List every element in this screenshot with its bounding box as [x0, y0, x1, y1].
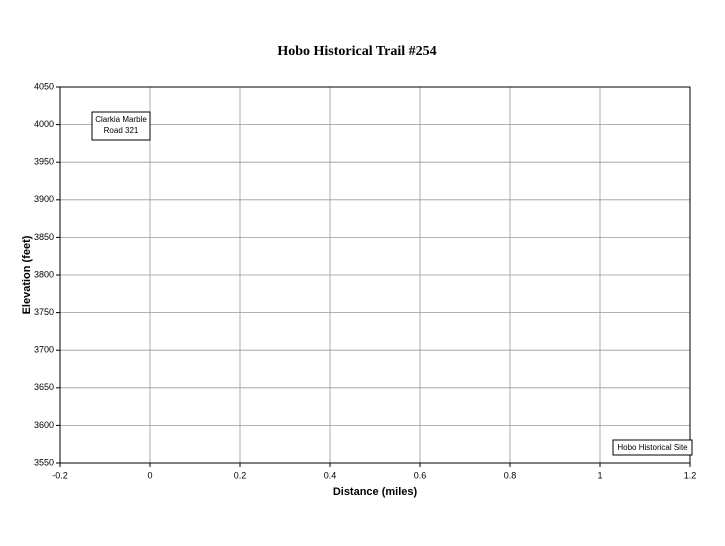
x-tick-label: 0.4 [324, 470, 337, 480]
y-tick-label: 3850 [34, 232, 54, 242]
y-tick-label: 3800 [34, 269, 54, 279]
x-tick-label: 1 [597, 470, 602, 480]
annotation-text: Road 321 [104, 126, 139, 135]
x-tick-label: 0.6 [414, 470, 427, 480]
annotation-box [91, 111, 151, 141]
y-tick-label: 4000 [34, 119, 54, 129]
x-tick-label: 0 [147, 470, 152, 480]
y-axis-title: Elevation (feet) [21, 235, 33, 314]
y-tick-label: 3600 [34, 420, 54, 430]
x-tick-label: 0.2 [234, 470, 247, 480]
y-tick-label: 3550 [34, 457, 54, 467]
x-tick-label: -0.2 [52, 470, 68, 480]
annotation-box [612, 439, 693, 456]
y-tick-label: 3900 [34, 194, 54, 204]
y-tick-label: 3700 [34, 345, 54, 355]
plot-frame [59, 86, 691, 464]
x-tick-label: 0.8 [504, 470, 517, 480]
annotation-text: Hobo Historical Site [617, 443, 688, 452]
chart-title: Hobo Historical Trail #254 [277, 44, 436, 59]
y-tick-label: 3950 [34, 157, 54, 167]
y-tick-label: 3650 [34, 382, 54, 392]
x-axis-title: Distance (miles) [333, 486, 418, 498]
x-tick-label: 1.2 [684, 470, 697, 480]
y-tick-label: 4050 [34, 81, 54, 91]
y-tick-label: 3750 [34, 307, 54, 317]
annotation-text: Clarkia Marble [95, 115, 147, 124]
